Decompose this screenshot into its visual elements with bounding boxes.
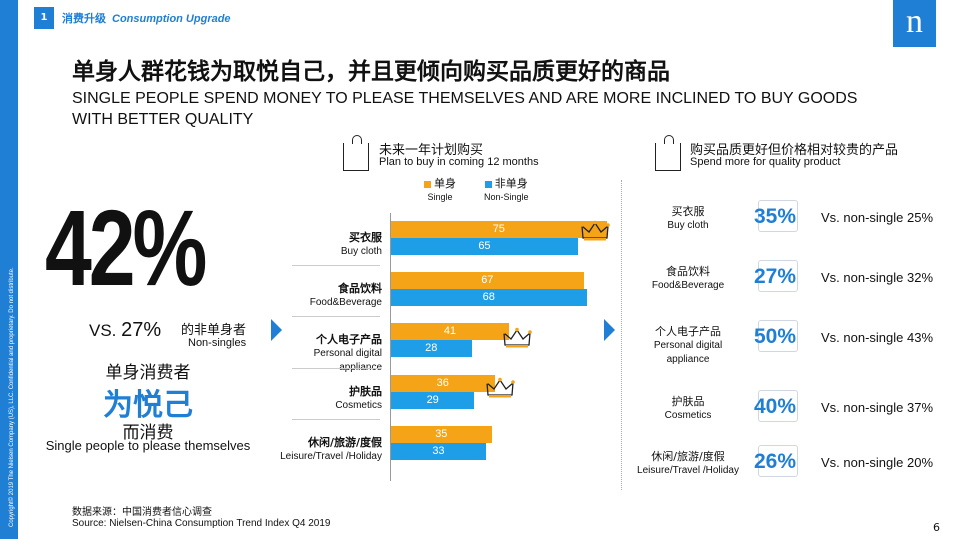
quality-comparison: Vs. non-single 32% bbox=[821, 270, 934, 285]
cosmetics-icon bbox=[758, 390, 798, 422]
consume-label: 而消费 bbox=[122, 423, 174, 443]
quality-comparison: Vs. non-single 25% bbox=[821, 210, 934, 225]
quality-category-en: Cosmetics bbox=[664, 410, 712, 421]
quality-percentage: 50% bbox=[754, 325, 797, 348]
section-number: 1 bbox=[34, 7, 54, 29]
quality-category-cn: 食品饮料 bbox=[666, 265, 710, 278]
food-icon bbox=[758, 260, 798, 292]
travel-icon bbox=[758, 445, 798, 477]
page-title: 单身人群花钱为取悦自己，并且更倾向购买品质更好的商品 bbox=[72, 59, 670, 85]
quality-category: 休闲/旅游/度假 Leisure/Travel /Holiday bbox=[633, 450, 743, 478]
quality-category-en: Food&Beverage bbox=[651, 280, 725, 291]
chart-header-cn: 未来一年计划购买 bbox=[379, 143, 484, 158]
source-cn: 数据来源：中国消费者信心调查 bbox=[72, 507, 212, 518]
vs-label-cn: 的非单身者 bbox=[181, 323, 247, 338]
quality-category: 买衣服 Buy cloth bbox=[633, 205, 743, 233]
divider-line bbox=[621, 180, 622, 490]
quality-category-cn: 个人电子产品 bbox=[655, 325, 721, 338]
quality-category: 护肤品 Cosmetics bbox=[633, 395, 743, 423]
quality-category-en: Buy cloth bbox=[667, 220, 709, 231]
legend-nonsingle-swatch bbox=[484, 180, 492, 188]
please-self-label: 为悦己 bbox=[103, 388, 193, 423]
tshirt-icon bbox=[758, 200, 798, 232]
quality-category-cn: 护肤品 bbox=[671, 395, 705, 408]
shopping-bag-icon bbox=[655, 135, 681, 171]
quality-comparison: Vs. non-single 20% bbox=[821, 455, 934, 470]
page-number: 6 bbox=[933, 521, 940, 534]
arrow-right-icon bbox=[604, 319, 615, 341]
single-people-label: Single people to please themselves bbox=[45, 438, 251, 453]
page-subtitle: SINGLE PEOPLE SPEND MONEY TO PLEASE THEM… bbox=[72, 90, 858, 128]
chart-header-en: Plan to buy in coming 12 months bbox=[379, 156, 539, 168]
quality-percentage: 40% bbox=[754, 395, 797, 418]
right-header-en: Spend more for quality product bbox=[690, 156, 841, 168]
legend-nonsingle: 非单身 Non-Single bbox=[484, 177, 529, 204]
quality-percentage: 27% bbox=[754, 265, 797, 288]
vs-value: 27% bbox=[121, 319, 162, 341]
quality-category: 个人电子产品 Personal digital appliance bbox=[633, 325, 743, 367]
right-header-cn: 购买品质更好但价格相对较贵的产品 bbox=[690, 143, 899, 158]
vs-label-en: Non-singles bbox=[188, 337, 247, 349]
single-consumer-label: 单身消费者 bbox=[105, 363, 191, 383]
legend-single: 单身 Single bbox=[424, 177, 456, 204]
quality-percentage: 35% bbox=[754, 205, 797, 228]
quality-category-en: Leisure/Travel /Holiday bbox=[637, 465, 739, 476]
vs-text: VS. 27% bbox=[89, 319, 161, 342]
section-label-cn: 消费升级 bbox=[62, 13, 106, 25]
legend-nonsingle-cn: 非单身 bbox=[494, 177, 528, 190]
vs-prefix: VS. bbox=[89, 321, 117, 340]
legend-single-cn: 单身 bbox=[434, 177, 456, 190]
phone-icon bbox=[758, 320, 798, 352]
quality-category: 食品饮料 Food&Beverage bbox=[633, 265, 743, 293]
quality-comparison: Vs. non-single 43% bbox=[821, 330, 934, 345]
legend-single-swatch bbox=[424, 180, 431, 188]
chart-axis-line bbox=[390, 213, 391, 481]
shopping-bag-icon bbox=[343, 135, 369, 171]
section-label-en: Consumption Upgrade bbox=[112, 13, 231, 25]
quality-comparison: Vs. non-single 37% bbox=[821, 400, 934, 415]
quality-category-cn: 休闲/旅游/度假 bbox=[651, 450, 725, 463]
big-percentage: 42% bbox=[45, 187, 207, 308]
legend-nonsingle-en: Non-Single bbox=[484, 192, 529, 202]
section-label: 消费升级 Consumption Upgrade bbox=[62, 10, 231, 26]
quality-category-cn: 买衣服 bbox=[671, 205, 705, 218]
arrow-right-icon bbox=[271, 319, 282, 341]
sidebar-strip: Copyright© 2019 The Nielsen Company (US)… bbox=[0, 0, 18, 539]
quality-category-en: Personal digital appliance bbox=[653, 340, 723, 365]
source-en: Source: Nielsen-China Consumption Trend … bbox=[72, 518, 331, 529]
legend-single-en: Single bbox=[427, 192, 453, 202]
quality-percentage: 26% bbox=[754, 450, 797, 473]
nielsen-logo: n bbox=[893, 0, 936, 47]
